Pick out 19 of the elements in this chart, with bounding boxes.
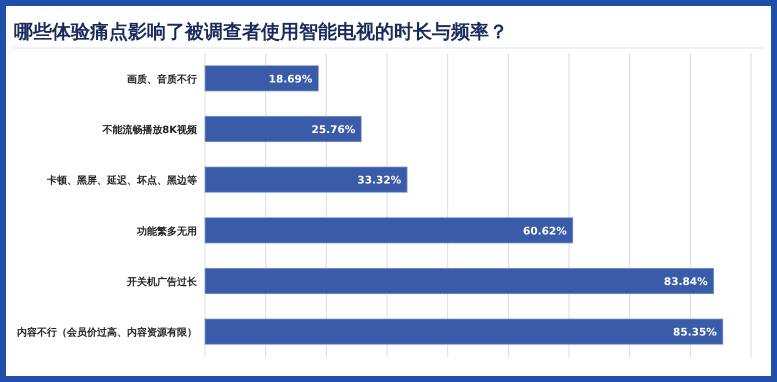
y-tick-label: 开关机广告过长	[126, 276, 198, 288]
bar	[204, 217, 574, 244]
bar	[204, 318, 724, 345]
y-tick-label: 卡顿、黑屏、延迟、坏点、黑边等	[46, 174, 197, 187]
data-label: 25.76%	[312, 124, 356, 136]
data-label: 33.32%	[357, 174, 402, 187]
bar	[204, 166, 408, 193]
data-label: 18.69%	[268, 73, 313, 86]
data-label: 60.62%	[523, 225, 568, 238]
chart-title: 哪些体验痛点影响了被调查者使用智能电视的时长与频率？	[14, 21, 508, 43]
y-tick-label: 功能繁多无用	[136, 225, 197, 238]
bar	[204, 268, 714, 294]
data-label: 85.35%	[673, 326, 718, 339]
y-tick-label: 内容不行（会员价过高、内容资源有限）	[17, 326, 197, 339]
y-tick-label: 不能流畅播放8K视频	[101, 124, 198, 136]
bar	[204, 116, 362, 142]
bar	[204, 65, 319, 92]
data-label: 83.84%	[664, 276, 708, 288]
y-tick-label: 画质、音质不行	[127, 73, 197, 86]
